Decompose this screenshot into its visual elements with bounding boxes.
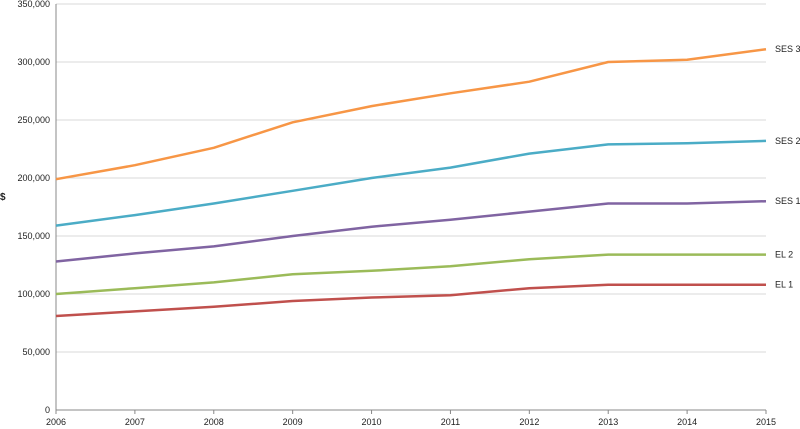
x-tick-labels: 2006 2007 2008 2009 2010 2011 2012 2013 2014 2015 (46, 417, 776, 427)
x-tick-label: 2013 (598, 417, 618, 427)
series-label: SES 2 (775, 136, 800, 146)
x-tick-label: 2009 (283, 417, 303, 427)
series-lines (55, 47, 767, 318)
x-tick-label: 2008 (204, 417, 224, 427)
y-tick-label: 200,000 (17, 173, 50, 183)
x-tick-label: 2015 (756, 417, 776, 427)
y-tick-label: 100,000 (17, 289, 50, 299)
x-tick-label: 2014 (677, 417, 697, 427)
series-labels: SES 3 SES 2 SES 1 EL 2 EL 1 (775, 44, 800, 289)
y-tick-labels: 0 50,000 100,000 150,000 200,000 250,000 300,0… (17, 0, 50, 415)
y-tick-label: 350,000 (17, 0, 50, 9)
series-line-ses-1 (55, 199, 767, 263)
y-axis-title: $ (0, 192, 6, 203)
x-tick-label: 2006 (46, 417, 66, 427)
gridlines (56, 3, 766, 353)
series-label: EL 2 (775, 250, 793, 260)
series-line-ses-3 (55, 47, 767, 181)
y-tick-label: 150,000 (17, 231, 50, 241)
series-label: SES 3 (775, 44, 800, 54)
series-label: SES 1 (775, 196, 800, 206)
y-tick-label: 0 (45, 405, 50, 415)
x-tick-label: 2012 (519, 417, 539, 427)
x-tick-label: 2007 (125, 417, 145, 427)
series-label: EL 1 (775, 280, 793, 290)
y-tick-label: 300,000 (17, 57, 50, 67)
y-tick-label: 50,000 (22, 347, 50, 357)
axes (55, 4, 767, 414)
y-tick-label: 250,000 (17, 115, 50, 125)
series-line-el-2 (55, 253, 766, 296)
series-line-ses-2 (55, 139, 767, 227)
x-tick-label: 2011 (441, 417, 460, 427)
series-line-el-1 (55, 283, 766, 318)
x-tick-label: 2010 (362, 417, 382, 427)
